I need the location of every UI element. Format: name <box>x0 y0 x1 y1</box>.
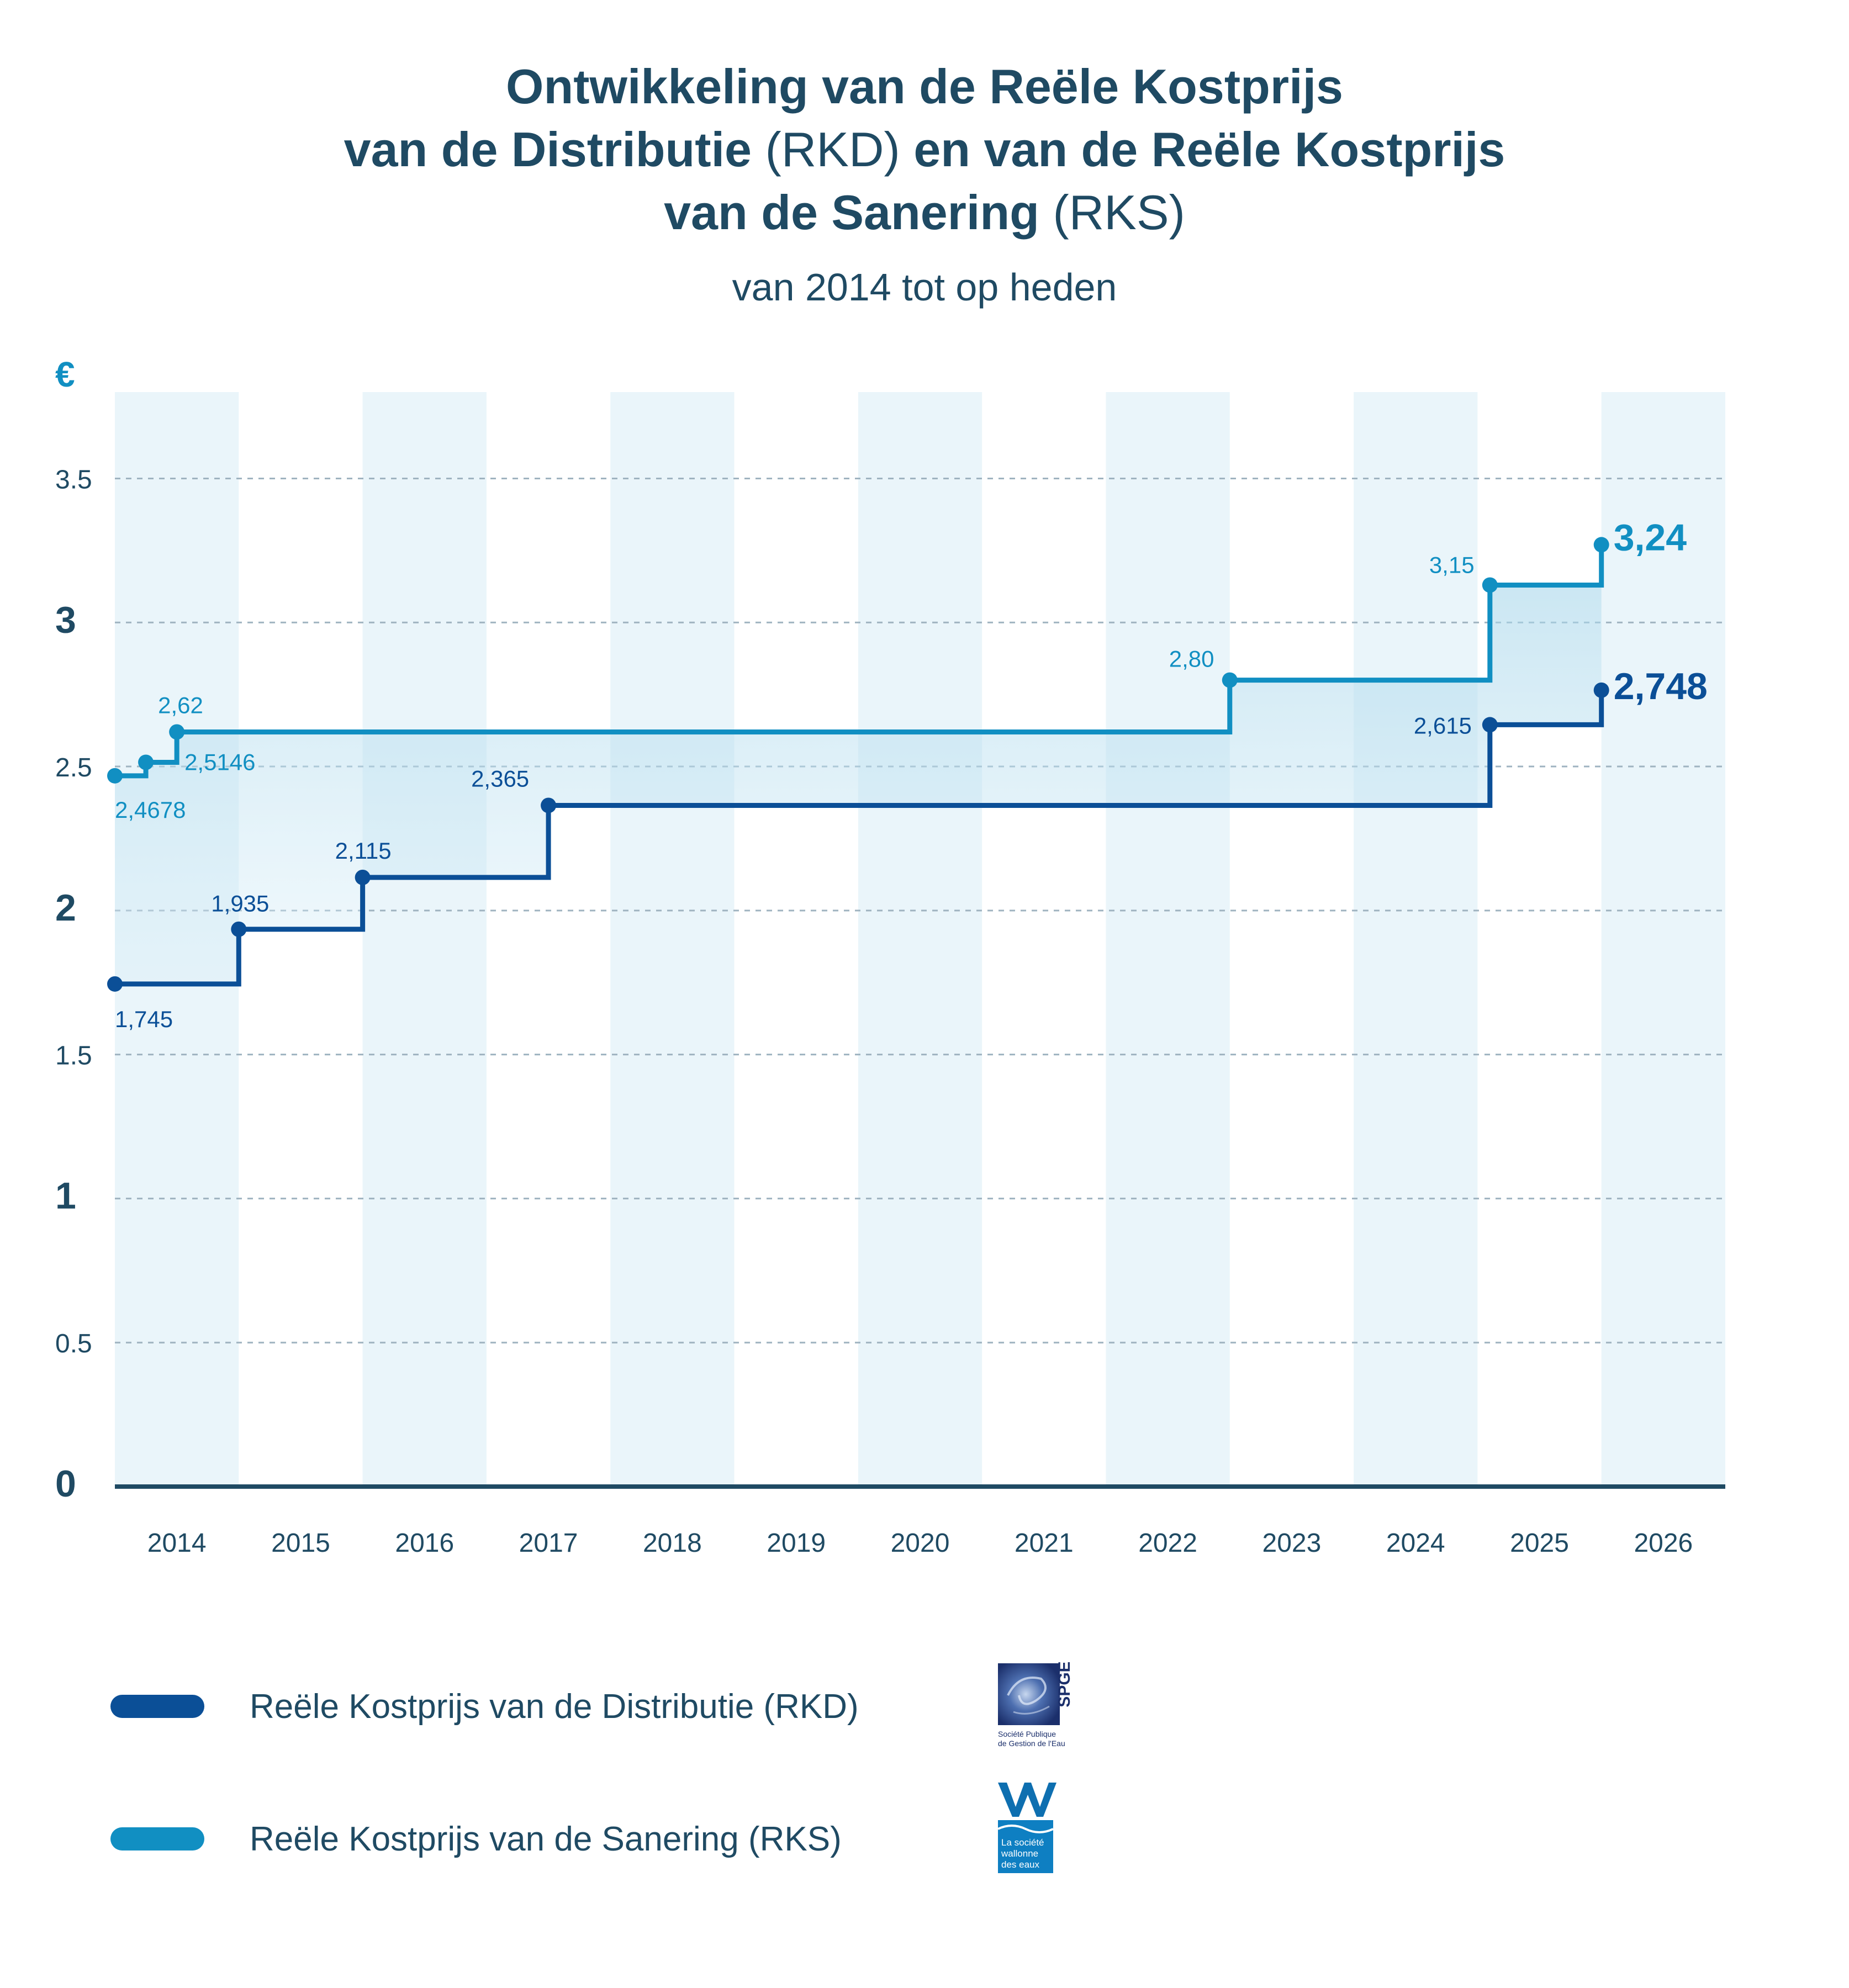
x-tick-label-2022: 2022 <box>1138 1529 1197 1558</box>
data-point-rkd-1 <box>231 921 247 937</box>
data-point-rks-3 <box>1222 672 1238 688</box>
title-line-2-part-a: van de Distributie <box>344 122 752 177</box>
title-line-1: Ontwikkeling van de Reële Kostprijs <box>0 55 1849 118</box>
step-line-chart: 1,745 1,935 2,115 2,365 2,615 2,748 2,4678 2,51… <box>55 355 1725 1558</box>
data-label-rkd-2: 2,115 <box>335 838 392 864</box>
title-line-3-text: van de Sanering <box>664 185 1039 240</box>
x-tick-label-2018: 2018 <box>643 1529 702 1558</box>
year-column-2016 <box>362 392 487 1487</box>
legend-item-rkd: Reële Kostprijs van de Distributie (RKD) <box>110 1673 859 1739</box>
y-tick-label-3.5: 3.5 <box>55 465 92 494</box>
legend-item-rks: Reële Kostprijs van de Sanering (RKS) <box>110 1806 842 1872</box>
data-label-rkd-1: 1,935 <box>211 891 269 917</box>
swde-logo: La société wallonne des eaux <box>997 1783 1056 1873</box>
y-tick-label-3: 3 <box>55 599 76 641</box>
legend-label-rks: Reële Kostprijs van de Sanering (RKS) <box>250 1820 842 1858</box>
data-point-rks-2 <box>169 724 185 740</box>
data-point-rks-1 <box>138 754 154 770</box>
x-tick-label-2026: 2026 <box>1634 1529 1693 1558</box>
x-tick-label-2024: 2024 <box>1386 1529 1445 1558</box>
y-tick-label-0: 0 <box>55 1463 76 1505</box>
title-line-3-abbrev: (RKS) <box>1053 185 1185 240</box>
y-tick-label-2: 2 <box>55 887 76 929</box>
series-gap-area <box>115 544 1602 984</box>
legend-swatch-rks <box>110 1827 204 1850</box>
y-tick-label-1: 1 <box>55 1175 76 1217</box>
data-label-rkd-3: 2,365 <box>471 765 529 791</box>
year-column-2020 <box>858 392 982 1487</box>
x-tick-label-2021: 2021 <box>1015 1529 1074 1558</box>
x-tick-label-2016: 2016 <box>395 1529 454 1558</box>
year-column-2022 <box>1106 392 1230 1487</box>
data-point-rks-5 <box>1593 537 1609 553</box>
year-column-2026 <box>1601 392 1725 1487</box>
title-line-2-part-b: en van de Reële Kostprijs <box>913 122 1505 177</box>
x-tick-label-2025: 2025 <box>1510 1529 1569 1558</box>
data-label-rkd-4: 2,615 <box>1414 712 1472 738</box>
data-point-rkd-2 <box>355 869 371 885</box>
x-tick-label-2020: 2020 <box>891 1529 950 1558</box>
series-line-rkd <box>115 690 1604 987</box>
data-point-rkd-3 <box>541 797 557 813</box>
title-line-2-abbrev: (RKD) <box>765 122 900 177</box>
title-line-2: van de Distributie (RKD) en van de Reële… <box>0 118 1849 181</box>
legend-swatch-rkd <box>110 1695 204 1718</box>
chart-title: Ontwikkeling van de Reële Kostprijs van … <box>0 55 1849 315</box>
year-column-2018 <box>610 392 735 1487</box>
spge-logo: SPGE Société Publique de Gestion de l'Ea… <box>998 1662 1074 1748</box>
title-line-1-text: Ontwikkeling van de Reële Kostprijs <box>506 59 1343 114</box>
x-tick-label-2023: 2023 <box>1262 1529 1322 1558</box>
data-label-rks-5: 3,24 <box>1614 516 1687 558</box>
y-tick-label-1.5: 1.5 <box>55 1041 92 1071</box>
x-tick-label-2014: 2014 <box>147 1529 207 1558</box>
data-point-rks-0 <box>107 768 123 784</box>
data-label-rks-0: 2,4678 <box>115 797 186 823</box>
spge-caption-1: Société Publique <box>998 1730 1056 1738</box>
x-tick-label-2017: 2017 <box>519 1529 578 1558</box>
y-tick-label-0.5: 0.5 <box>55 1329 92 1358</box>
data-label-rks-3: 2,80 <box>1169 646 1214 672</box>
data-label-rks-2: 2,62 <box>158 692 203 718</box>
data-point-rkd-5 <box>1593 682 1609 698</box>
legend-label-rkd: Reële Kostprijs van de Distributie (RKD) <box>250 1687 859 1726</box>
data-label-rkd-0: 1,745 <box>115 1006 173 1032</box>
x-tick-label-2019: 2019 <box>767 1529 826 1558</box>
data-point-rkd-0 <box>107 976 123 992</box>
swde-text-2: wallonne <box>1001 1848 1038 1859</box>
data-label-rkd-5: 2,748 <box>1614 665 1708 707</box>
year-column-2024 <box>1354 392 1478 1487</box>
swde-text-1: La société <box>1001 1837 1044 1848</box>
swde-text-3: des eaux <box>1001 1859 1039 1870</box>
chart-subtitle: van 2014 tot op heden <box>732 266 1117 309</box>
swde-w-icon <box>998 1783 1056 1817</box>
data-label-rks-1: 2,5146 <box>184 749 255 775</box>
y-unit-label: € <box>55 355 75 394</box>
data-label-rks-4: 3,15 <box>1429 552 1475 578</box>
spge-caption-2: de Gestion de l'Eau <box>998 1739 1065 1748</box>
x-tick-label-2015: 2015 <box>271 1529 330 1558</box>
spge-side-text: SPGE <box>1055 1662 1074 1707</box>
title-line-3: van de Sanering (RKS) <box>0 181 1849 244</box>
data-point-rks-4 <box>1482 577 1498 593</box>
legend: Reële Kostprijs van de Distributie (RKD)… <box>110 1662 1215 1900</box>
y-tick-label-2.5: 2.5 <box>55 753 92 782</box>
data-point-rkd-4 <box>1482 717 1498 733</box>
